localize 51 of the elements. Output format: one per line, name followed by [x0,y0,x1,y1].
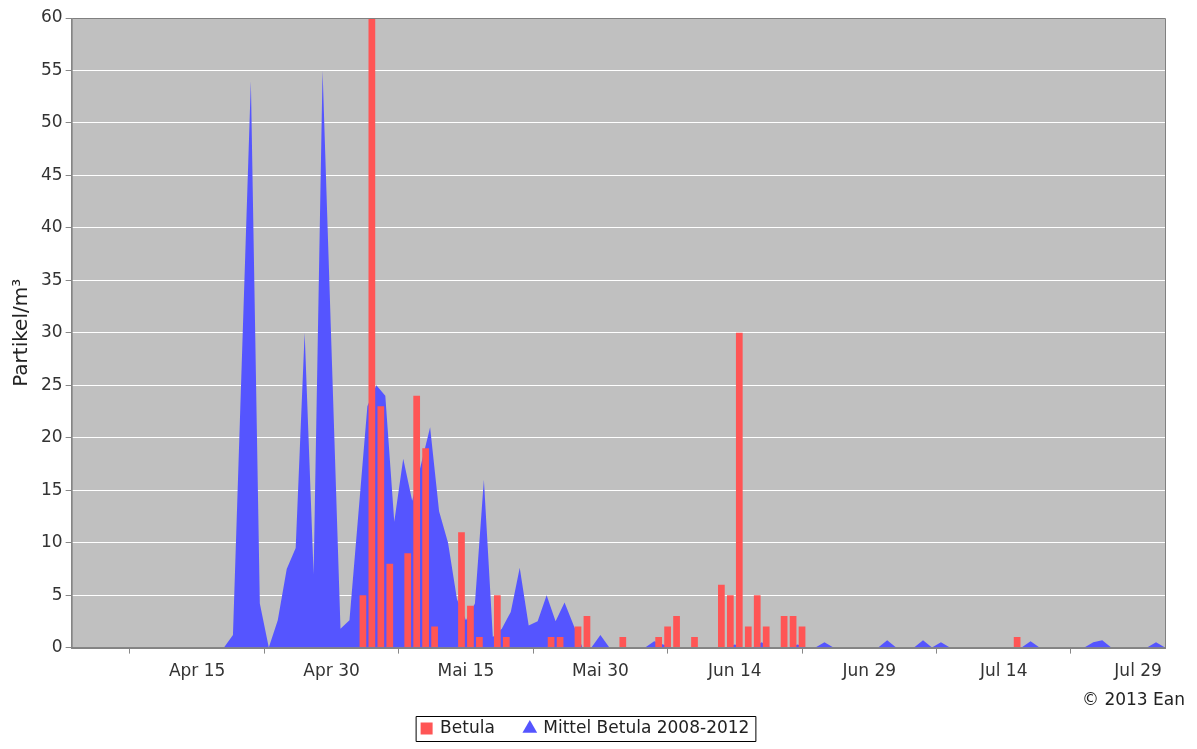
bar [619,637,627,648]
bar [718,584,725,648]
y-tick-label: 45 [40,163,63,184]
x-tick-label: Mai 15 [437,660,495,681]
y-tick-label: 55 [40,58,63,79]
bar [413,395,421,648]
x-tick-label: Apr 15 [168,660,226,681]
y-tick-label: 10 [40,531,63,552]
bar [664,626,671,648]
y-tick-label: 40 [40,216,63,237]
legend-label: Mittel Betula 2008-2012 [543,716,750,737]
y-tick-label: 5 [51,583,63,604]
x-tick-label: Jul 14 [978,660,1028,681]
x-tick-label: Jun 14 [707,660,762,681]
text: © 2013 Ean [1081,688,1185,709]
y-tick-label: 15 [40,478,63,499]
y-axis-title: Partikel/m³ [8,278,33,387]
bar [762,626,770,648]
y-tick-label: 50 [40,111,63,132]
bar [386,563,394,648]
bar [476,637,483,648]
bar [458,532,465,648]
y-tick-label: 25 [40,373,63,394]
bar [744,626,752,648]
bar [431,626,438,648]
y-tick-label: 20 [40,426,63,447]
y-tick-label: 30 [40,321,63,342]
x-tick-label: Jun 29 [841,660,897,681]
bar [673,616,680,648]
bar [726,595,734,648]
bar [556,637,564,648]
bar [735,332,743,648]
legend-label: Betula [440,716,495,737]
x-tick-label: Mai 30 [571,660,629,681]
bar [422,448,429,648]
bar [691,637,698,648]
bar [753,595,761,648]
bar [493,595,501,648]
x-tick-label: Apr 30 [303,660,360,681]
y-tick-label: 0 [51,636,63,657]
bar [467,605,474,648]
bar [655,637,663,648]
bar [377,406,385,648]
y-tick-label: 35 [40,268,63,289]
bar [404,553,412,648]
bar [368,18,376,648]
y-tick-label: 60 [40,6,63,27]
bar [502,637,510,648]
bar [1013,637,1021,648]
bar [547,637,555,648]
x-tick-label: Jul 29 [1113,660,1162,681]
